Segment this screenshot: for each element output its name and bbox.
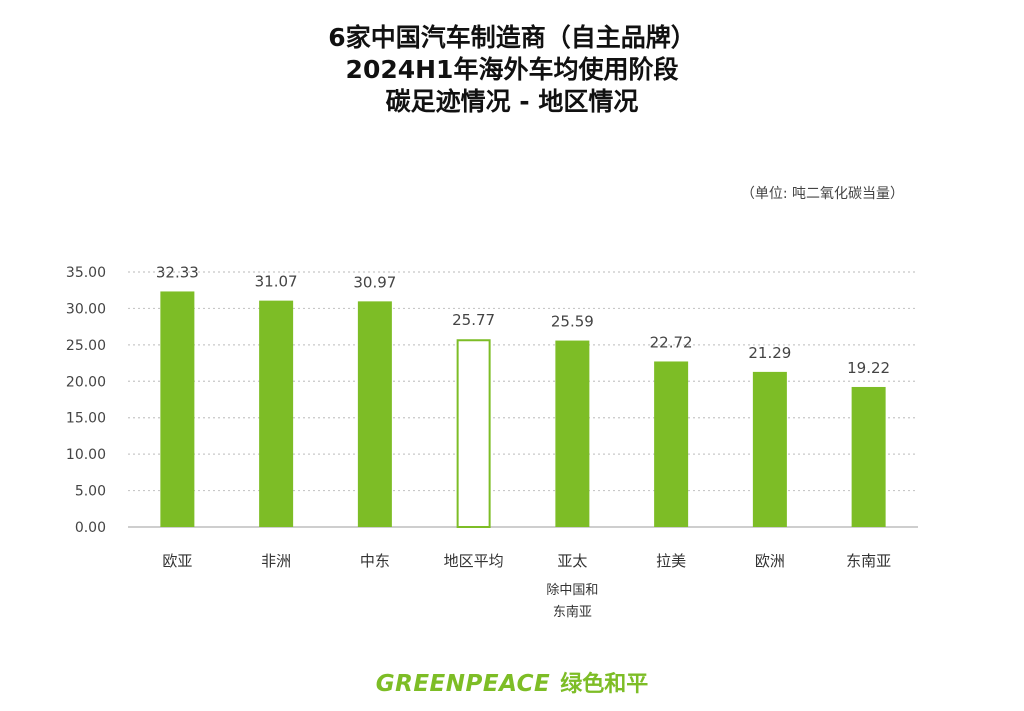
chart-title: 6家中国汽车制造商（自主品牌） 2024H1年海外车均使用阶段 碳足迹情况 - …	[0, 22, 1024, 118]
title-line-3: 碳足迹情况 - 地区情况	[385, 87, 639, 116]
y-tick-label: 20.00	[66, 374, 106, 390]
x-tick-label: 非洲	[261, 552, 291, 570]
data-label: 25.77	[452, 311, 495, 329]
data-label: 25.59	[551, 313, 594, 331]
x-tick-label: 东南亚	[846, 552, 891, 570]
bar	[160, 291, 195, 527]
data-label: 19.22	[847, 359, 890, 377]
bar	[456, 339, 491, 528]
x-tick-label: 拉美	[656, 552, 686, 570]
x-tick-label: 中东	[360, 552, 390, 570]
x-tick-note: 东南亚	[553, 604, 592, 620]
x-tick-label: 欧亚	[162, 552, 192, 570]
data-label: 31.07	[255, 273, 298, 291]
x-tick-label: 亚太	[557, 552, 587, 570]
bar	[654, 361, 689, 527]
title-line-2: 2024H1年海外车均使用阶段	[345, 55, 679, 84]
y-tick-label: 10.00	[66, 447, 106, 463]
bar	[752, 371, 787, 527]
data-label: 32.33	[156, 263, 199, 281]
data-label: 21.29	[748, 344, 791, 362]
y-tick-label: 25.00	[66, 338, 106, 354]
logo-text-en: GREENPEACE	[375, 671, 551, 697]
x-tick-note: 除中国和	[546, 583, 598, 598]
logo-text-cn: 绿色和平	[560, 672, 649, 697]
bar	[259, 300, 294, 527]
data-label: 22.72	[650, 333, 693, 351]
y-tick-label: 30.00	[66, 301, 106, 317]
y-tick-label: 5.00	[75, 484, 106, 500]
bar	[555, 340, 590, 527]
y-tick-label: 0.00	[75, 520, 106, 536]
data-label: 30.97	[353, 273, 396, 291]
bar	[851, 386, 886, 527]
y-tick-label: 35.00	[66, 265, 106, 281]
greenpeace-logo: GREENPEACE 绿色和平	[0, 666, 1024, 698]
x-tick-label: 欧洲	[755, 552, 785, 570]
x-tick-label: 地区平均	[444, 552, 504, 570]
y-tick-label: 15.00	[66, 411, 106, 427]
bar	[357, 301, 392, 527]
unit-note: （单位: 吨二氧化碳当量）	[740, 186, 904, 202]
title-line-1: 6家中国汽车制造商（自主品牌）	[328, 23, 696, 52]
